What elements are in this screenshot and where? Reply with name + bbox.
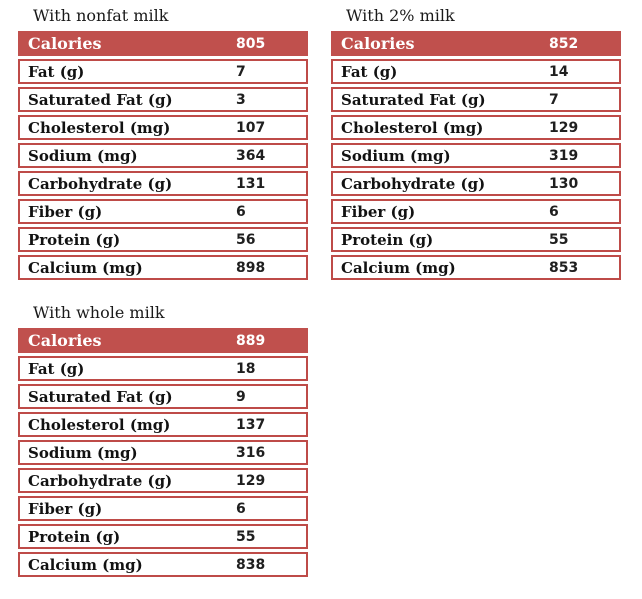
table-row: Sodium (mg) 319 bbox=[331, 143, 621, 168]
table-row: Carbohydrate (g) 129 bbox=[18, 468, 308, 493]
nutrient-value: 131 bbox=[236, 176, 266, 192]
table-rows: Calories 852 Fat (g) 14 Saturated Fat (g) 7 Ch… bbox=[331, 31, 621, 280]
nutrient-value: 316 bbox=[236, 445, 266, 461]
nutrient-label: Sodium (mg) bbox=[28, 146, 138, 165]
nutrient-label: Fiber (g) bbox=[341, 202, 416, 221]
table-title: With 2% milk bbox=[346, 6, 455, 25]
table-header-row: Calories 889 bbox=[18, 328, 308, 353]
nutrient-label: Saturated Fat (g) bbox=[341, 90, 486, 109]
nutrient-label: Saturated Fat (g) bbox=[28, 90, 173, 109]
table-header-row: Calories 852 bbox=[331, 31, 621, 56]
nutrient-value: 55 bbox=[236, 529, 256, 545]
table-row: Fiber (g) 6 bbox=[18, 496, 308, 521]
nutrient-value: 55 bbox=[549, 232, 569, 248]
nutrient-label: Calories bbox=[28, 34, 102, 53]
nutrient-label: Protein (g) bbox=[341, 230, 434, 249]
nutrient-label: Calories bbox=[341, 34, 415, 53]
table-row: Carbohydrate (g) 130 bbox=[331, 171, 621, 196]
nutrient-value: 364 bbox=[236, 148, 266, 164]
nutrient-label: Protein (g) bbox=[28, 527, 121, 546]
nutrient-label: Carbohydrate (g) bbox=[28, 471, 173, 490]
nutrition-table-two-percent-milk: With 2% milk Calories 852 Fat (g) 14 Saturat… bbox=[331, 5, 621, 280]
nutrient-label: Cholesterol (mg) bbox=[28, 415, 171, 434]
nutrient-value: 7 bbox=[549, 92, 559, 108]
nutrient-value: 3 bbox=[236, 92, 246, 108]
nutrient-label: Carbohydrate (g) bbox=[28, 174, 173, 193]
table-row: Calcium (mg) 838 bbox=[18, 552, 308, 577]
nutrient-value: 898 bbox=[236, 260, 266, 276]
nutrient-value: 6 bbox=[236, 204, 246, 220]
table-row: Calcium (mg) 853 bbox=[331, 255, 621, 280]
nutrient-label: Saturated Fat (g) bbox=[28, 387, 173, 406]
table-row: Saturated Fat (g) 7 bbox=[331, 87, 621, 112]
table-title: With whole milk bbox=[33, 303, 165, 322]
nutrient-label: Carbohydrate (g) bbox=[341, 174, 486, 193]
table-row: Saturated Fat (g) 9 bbox=[18, 384, 308, 409]
nutrient-value: 9 bbox=[236, 389, 246, 405]
nutrient-value: 7 bbox=[236, 64, 246, 80]
nutrient-value: 130 bbox=[549, 176, 579, 192]
nutrient-value: 129 bbox=[236, 473, 266, 489]
nutrient-label: Sodium (mg) bbox=[341, 146, 451, 165]
table-rows: Calories 889 Fat (g) 18 Saturated Fat (g) 9 Ch… bbox=[18, 328, 308, 577]
nutrition-table-nonfat-milk: With nonfat milk Calories 805 Fat (g) 7 Satu… bbox=[18, 5, 308, 280]
nutrient-value: 805 bbox=[236, 36, 266, 52]
nutrition-table-whole-milk: With whole milk Calories 889 Fat (g) 18 Satu… bbox=[18, 302, 308, 577]
table-row: Fiber (g) 6 bbox=[331, 199, 621, 224]
nutrient-value: 129 bbox=[549, 120, 579, 136]
table-row: Sodium (mg) 316 bbox=[18, 440, 308, 465]
table-row: Cholesterol (mg) 107 bbox=[18, 115, 308, 140]
table-row: Fat (g) 14 bbox=[331, 59, 621, 84]
table-row: Protein (g) 55 bbox=[331, 227, 621, 252]
table-rows: Calories 805 Fat (g) 7 Saturated Fat (g) 3 Cho… bbox=[18, 31, 308, 280]
nutrient-value: 838 bbox=[236, 557, 266, 573]
nutrient-label: Fat (g) bbox=[28, 62, 85, 81]
nutrient-value: 107 bbox=[236, 120, 266, 136]
nutrient-value: 14 bbox=[549, 64, 569, 80]
nutrient-value: 137 bbox=[236, 417, 266, 433]
nutrient-label: Fat (g) bbox=[28, 359, 85, 378]
nutrient-label: Cholesterol (mg) bbox=[28, 118, 171, 137]
nutrient-value: 853 bbox=[549, 260, 579, 276]
nutrient-label: Calcium (mg) bbox=[341, 258, 456, 277]
nutrient-value: 6 bbox=[236, 501, 246, 517]
nutrient-label: Cholesterol (mg) bbox=[341, 118, 484, 137]
nutrient-label: Fat (g) bbox=[341, 62, 398, 81]
table-header-row: Calories 805 bbox=[18, 31, 308, 56]
table-row: Carbohydrate (g) 131 bbox=[18, 171, 308, 196]
table-row: Protein (g) 55 bbox=[18, 524, 308, 549]
nutrient-value: 852 bbox=[549, 36, 579, 52]
nutrient-value: 56 bbox=[236, 232, 256, 248]
table-row: Fiber (g) 6 bbox=[18, 199, 308, 224]
table-row: Fat (g) 7 bbox=[18, 59, 308, 84]
table-row: Calcium (mg) 898 bbox=[18, 255, 308, 280]
table-row: Sodium (mg) 364 bbox=[18, 143, 308, 168]
nutrient-label: Fiber (g) bbox=[28, 499, 103, 518]
table-row: Protein (g) 56 bbox=[18, 227, 308, 252]
nutrient-value: 6 bbox=[549, 204, 559, 220]
table-row: Cholesterol (mg) 129 bbox=[331, 115, 621, 140]
table-row: Saturated Fat (g) 3 bbox=[18, 87, 308, 112]
table-row: Fat (g) 18 bbox=[18, 356, 308, 381]
nutrient-value: 889 bbox=[236, 333, 266, 349]
nutrient-value: 18 bbox=[236, 361, 256, 377]
table-title: With nonfat milk bbox=[33, 6, 169, 25]
nutrient-label: Protein (g) bbox=[28, 230, 121, 249]
nutrient-label: Sodium (mg) bbox=[28, 443, 138, 462]
table-row: Cholesterol (mg) 137 bbox=[18, 412, 308, 437]
nutrient-value: 319 bbox=[549, 148, 579, 164]
nutrient-label: Fiber (g) bbox=[28, 202, 103, 221]
nutrient-label: Calcium (mg) bbox=[28, 258, 143, 277]
nutrient-label: Calories bbox=[28, 331, 102, 350]
nutrient-label: Calcium (mg) bbox=[28, 555, 143, 574]
